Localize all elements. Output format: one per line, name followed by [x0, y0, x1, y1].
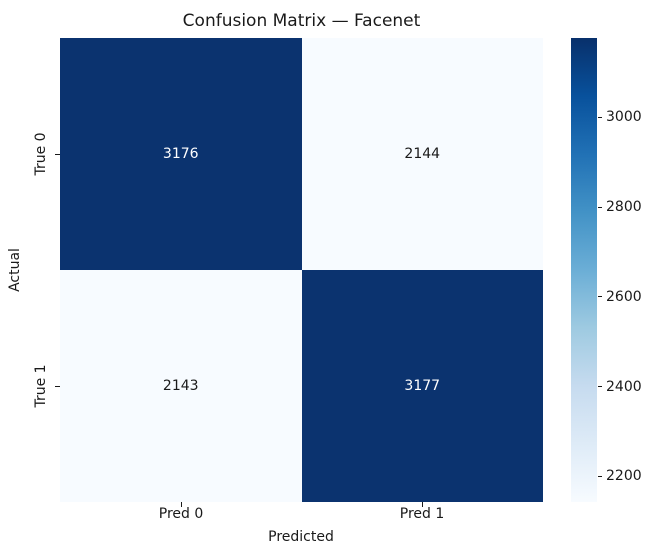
xtick-label-pred1: Pred 1 [399, 506, 445, 522]
colorbar-area: 3000 2800 2600 2400 2200 [571, 38, 652, 502]
colorbar-tick-label: 2200 [606, 468, 642, 485]
colorbar-tick-mark [597, 475, 602, 477]
y-tick-mark [55, 153, 60, 155]
ytick-label-true0: True 0 [33, 132, 49, 176]
heatmap-cell-true0-pred1: 2144 [301, 38, 543, 270]
colorbar-tick-label: 2600 [606, 288, 642, 305]
heatmap-cell-true1-pred0: 2143 [60, 270, 302, 502]
x-tick-mark [422, 502, 424, 507]
x-tick-mark [181, 502, 183, 507]
xtick-label-pred0: Pred 0 [158, 506, 204, 522]
colorbar-tick-label: 2400 [606, 378, 642, 395]
colorbar-tick-label: 3000 [606, 109, 642, 126]
colorbar-tick-label: 2800 [606, 199, 642, 216]
heatmap-cell-true0-pred0: 3176 [60, 38, 302, 270]
colorbar [571, 38, 597, 502]
x-axis-label: Predicted [268, 529, 334, 545]
colorbar-tick-mark [597, 116, 602, 118]
colorbar-tick-mark [597, 206, 602, 208]
colorbar-tick-mark [597, 386, 602, 388]
y-tick-mark [55, 385, 60, 387]
colorbar-tick-mark [597, 296, 602, 298]
ytick-label-true1: True 1 [33, 364, 49, 408]
chart-title: Confusion Matrix — Facenet [182, 11, 421, 31]
heatmap-plot: 3176 2144 2143 3177 [60, 38, 543, 502]
heatmap-cell-true1-pred1: 3177 [301, 270, 543, 502]
y-axis-label: Actual [7, 248, 23, 292]
